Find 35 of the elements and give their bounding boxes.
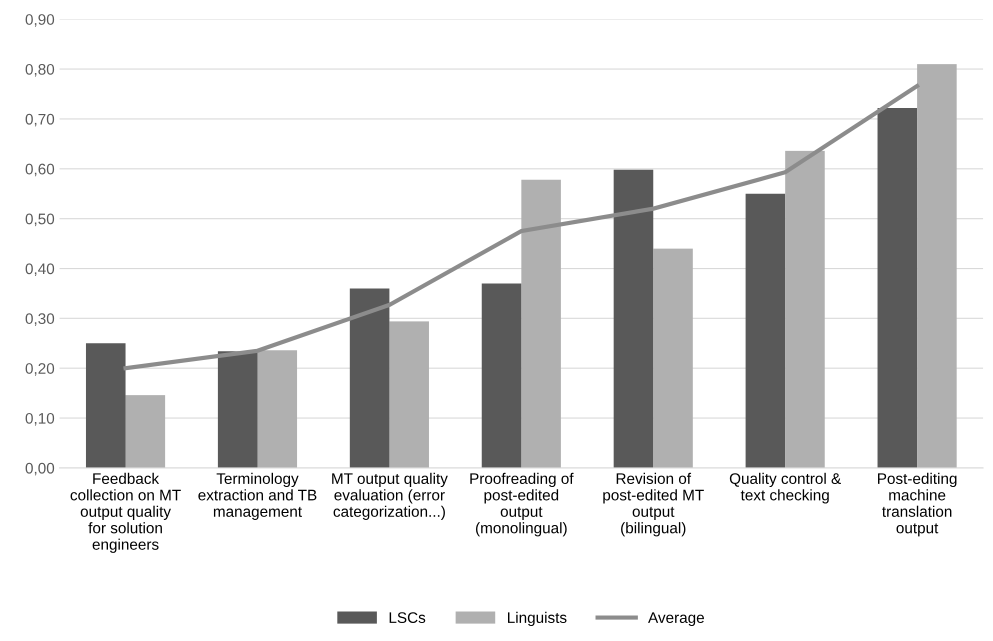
bar <box>126 395 166 468</box>
bar <box>257 350 298 468</box>
y-tick-label: 0,70 <box>26 114 54 126</box>
bar <box>218 351 258 468</box>
x-tick-label: MT output quality evaluation (error categorization...) <box>332 472 448 520</box>
x-tick-label: Terminology extraction and TB management <box>198 472 316 520</box>
y-tick-label: 0,60 <box>26 164 54 176</box>
bar <box>653 248 693 468</box>
y-tick-label: 0,10 <box>26 412 54 426</box>
bar <box>614 170 654 468</box>
legend-label: LSCs <box>390 612 426 624</box>
x-tick-label: Feedback collection on MT output quality for solution engineers <box>70 472 181 553</box>
y-tick-label: 0,00 <box>26 462 54 476</box>
x-tick-label: Post-editing machine translation output <box>878 472 956 536</box>
y-tick-label: 0,40 <box>26 263 54 276</box>
x-tick-label: Revision of post-edited MT output (bilingual) <box>603 472 704 536</box>
y-tick-label: 0,30 <box>26 313 54 326</box>
line-series <box>123 84 920 370</box>
bar <box>521 180 561 468</box>
y-tick-label: 0,90 <box>26 14 54 27</box>
bar <box>350 288 390 468</box>
bar <box>746 194 786 468</box>
x-tick-label: Proofreading of post-edited output (monolingual) <box>470 472 574 536</box>
y-tick-label: 0,80 <box>26 64 54 77</box>
bar <box>389 321 429 468</box>
bar <box>86 343 126 468</box>
y-tick-label: 0,20 <box>26 363 54 376</box>
bar <box>917 64 957 468</box>
y-tick-label: 0,50 <box>26 214 54 226</box>
bar <box>482 283 522 468</box>
bar <box>785 150 825 468</box>
legend-label: Average <box>648 612 704 626</box>
x-tick-label: Quality control & text checking <box>730 472 841 504</box>
bar <box>878 108 918 468</box>
legend-label: Linguists <box>508 612 566 626</box>
